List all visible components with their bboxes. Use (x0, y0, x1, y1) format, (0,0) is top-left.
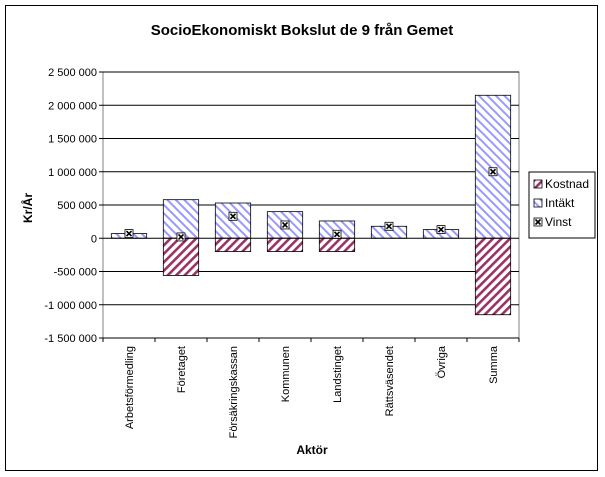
y-tick-label: 500 000 (57, 200, 97, 212)
bar-intakt (162, 199, 200, 239)
legend-label-kostnad: Kostnad (545, 177, 589, 191)
y-tick-label: 2 500 000 (48, 67, 97, 79)
vinst-marker (176, 232, 186, 242)
x-tick-label: Kommunen (280, 346, 292, 402)
y-tick-labels: 2 500 000 2 000 000 1 500 000 1 000 000 500 … (44, 67, 103, 345)
y-tick-label: -1 000 000 (44, 300, 97, 312)
y-tick-label: -1 500 000 (44, 333, 97, 345)
legend-label-intakt: Intäkt (545, 196, 575, 210)
bar-kostnad (214, 237, 252, 252)
bar-kostnad (162, 237, 200, 276)
x-tick-label: Arbetsförmedling (124, 346, 136, 429)
x-tick-label: Övriga (436, 345, 448, 378)
chart-title: SocioEkonomiskt Bokslut de 9 från Gemet (151, 22, 454, 39)
bar-intakt (474, 94, 512, 239)
vinst-markers (124, 167, 498, 242)
vinst-marker (280, 220, 290, 230)
vinst-marker (332, 229, 342, 239)
vinst-marker (124, 229, 134, 238)
bar-kostnad (318, 237, 356, 252)
legend-swatch-intakt (533, 198, 543, 208)
legend-swatch-kostnad (533, 179, 543, 189)
legend: Kostnad Intäkt Vinst (528, 171, 596, 239)
x-tick-labels: Arbetsförmedling Företaget Försäkringskass… (102, 338, 520, 438)
vinst-marker (228, 211, 238, 221)
legend-label-vinst: Vinst (545, 215, 572, 229)
y-tick-label: 1 000 000 (48, 167, 97, 179)
bar-kostnad (266, 237, 304, 252)
x-tick-label: Summa (488, 345, 500, 384)
x-tick-label: Försäkringskassan (228, 346, 240, 438)
vinst-marker (436, 225, 446, 235)
x-tick-label: Företaget (176, 346, 188, 393)
y-tick-label: 0 (91, 233, 97, 245)
x-axis-title: Aktör (296, 443, 328, 457)
vinst-marker (488, 167, 498, 177)
x-tick-label: Rättsväsendet (384, 346, 396, 416)
y-tick-label: 2 000 000 (48, 100, 97, 112)
y-tick-label: 1 500 000 (48, 134, 97, 146)
y-tick-label: -500 000 (54, 267, 97, 279)
x-tick-label: Landstinget (332, 346, 344, 403)
bar-kostnad (474, 237, 512, 316)
legend-swatch-vinst (533, 217, 543, 227)
y-axis-title: Kr/År (20, 193, 35, 223)
vinst-marker (384, 221, 394, 231)
